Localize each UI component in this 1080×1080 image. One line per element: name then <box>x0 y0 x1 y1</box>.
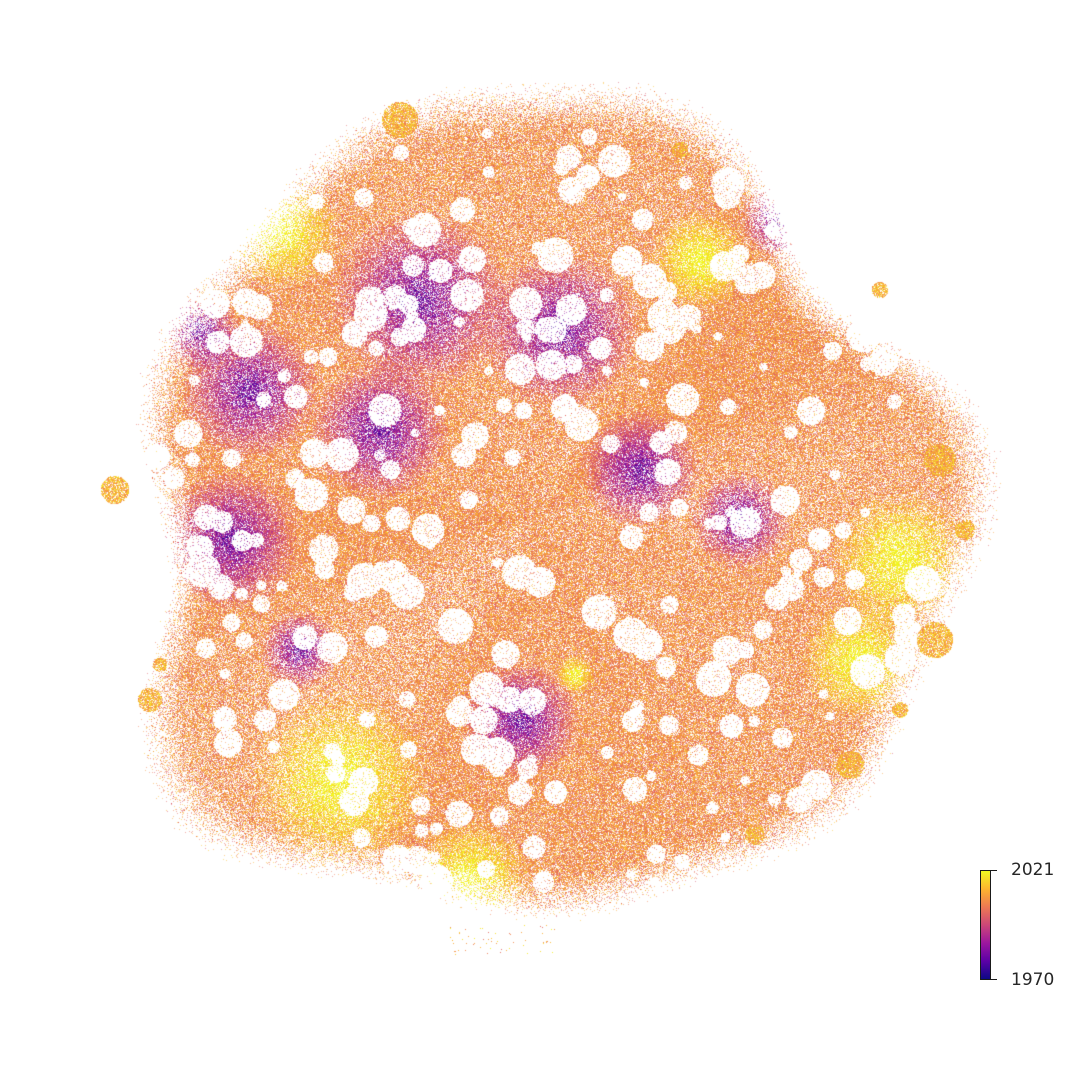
colorbar-label-min: 1970 <box>1011 970 1055 990</box>
colorbar-label-max: 2021 <box>1011 860 1055 880</box>
colorbar-gradient <box>980 870 991 980</box>
colorbar-tick-max <box>991 870 997 871</box>
colorbar <box>980 870 997 980</box>
colorbar-tick-min <box>991 979 997 980</box>
